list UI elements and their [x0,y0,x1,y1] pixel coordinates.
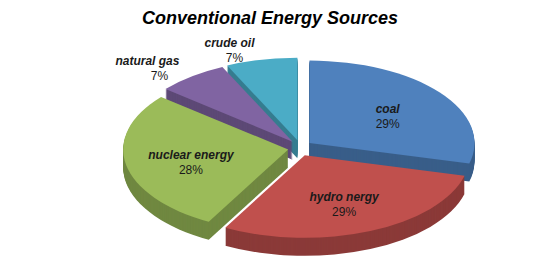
value-label: 29% [376,117,400,131]
value-label: 7% [226,51,244,65]
chart-title: Conventional Energy Sources [142,8,398,28]
pie-slice [309,61,474,164]
category-label: nuclear energy [148,148,235,162]
slice-depth-path [225,156,464,239]
slice-depth-path [309,62,474,165]
chart-container: Conventional Energy Sourcescoal29%hydro … [0,0,550,270]
slice-depth-layer [309,62,474,165]
value-label: 29% [332,205,356,219]
pie-slice [225,155,464,238]
data-labels: coal29%hydro nergy29%nuclear energy28%na… [115,36,400,219]
chart-svg: Conventional Energy Sourcescoal29%hydro … [0,0,550,270]
category-label: natural gas [115,54,179,68]
slice-top [309,61,474,164]
category-label: hydro nergy [309,190,380,204]
pie-slices [123,58,474,256]
value-label: 7% [151,69,169,83]
category-label: crude oil [204,36,255,50]
slice-depth [225,156,464,256]
value-label: 28% [179,163,203,177]
slice-top [225,155,464,238]
category-label: coal [376,102,401,116]
slice-depth-layer [225,156,464,239]
